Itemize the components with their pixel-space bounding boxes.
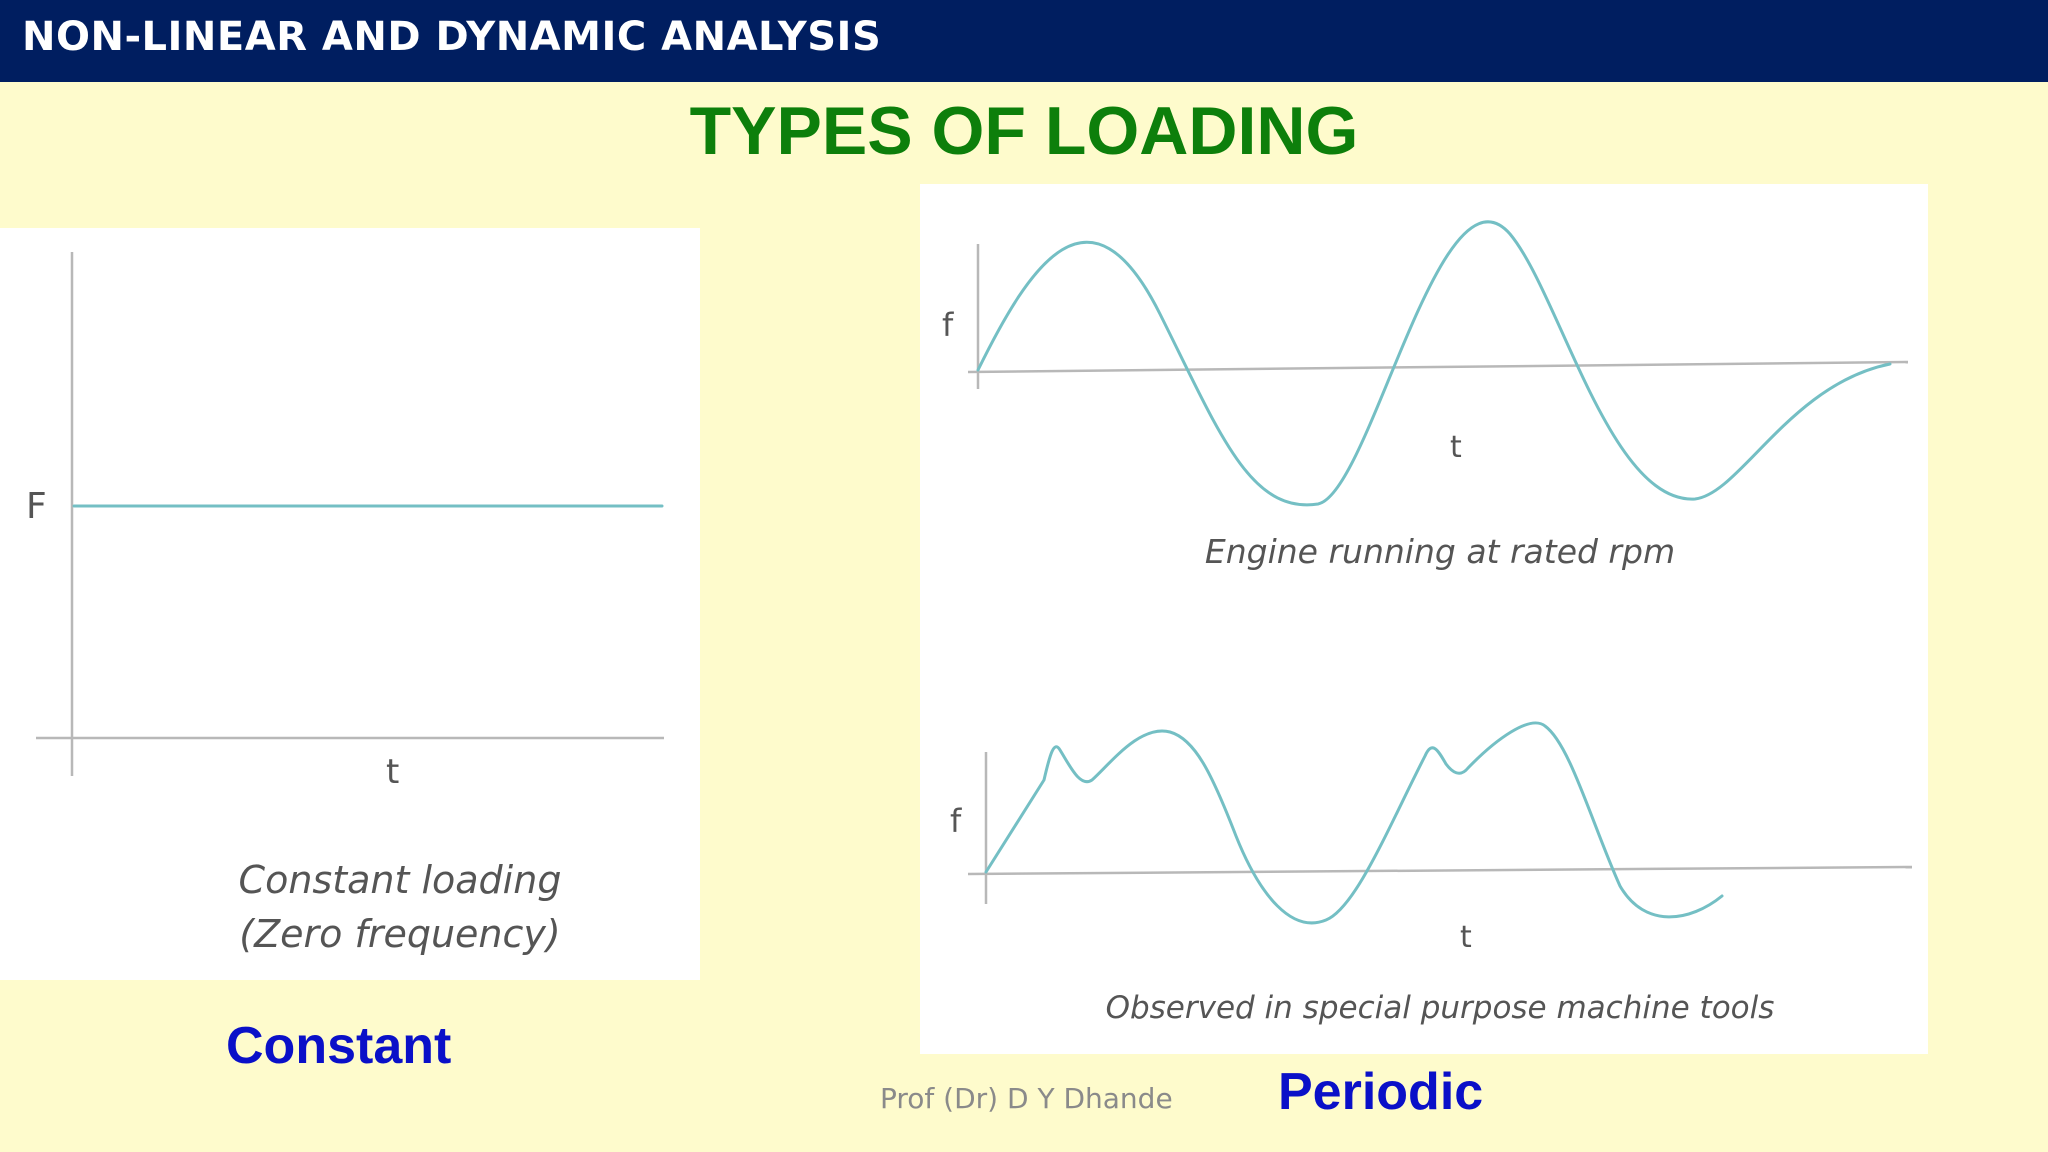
- machine-x-axis: [967, 865, 1913, 876]
- periodic-loading-diagrams: f t Engine running at rated rpm f t Obse…: [920, 184, 1928, 1054]
- engine-sine-curve: [976, 220, 1892, 507]
- machine-tool-caption: Observed in special purpose machine tool…: [1105, 990, 1775, 1026]
- x-axis-label: t: [386, 752, 400, 792]
- constant-loading-diagram: F t Constant loading (Zero frequency): [0, 228, 700, 980]
- footer-author: Prof (Dr) D Y Dhande: [880, 1082, 1173, 1115]
- engine-x-axis: [967, 360, 1909, 374]
- constant-caption-line2: (Zero frequency): [239, 912, 561, 956]
- constant-caption-line1: Constant loading: [238, 858, 562, 902]
- header-bar: NON-LINEAR AND DYNAMIC ANALYSIS: [0, 0, 2048, 82]
- engine-x-axis-label: t: [1450, 430, 1462, 465]
- machine-tool-curve: [984, 721, 1724, 925]
- y-axis-label: F: [26, 486, 47, 527]
- engine-caption: Engine running at rated rpm: [1204, 532, 1676, 571]
- engine-y-axis-label: f: [942, 306, 954, 344]
- constant-label: Constant: [226, 1017, 452, 1075]
- constant-loading-graph: [36, 252, 664, 776]
- periodic-graphs: [967, 220, 1913, 925]
- slide-title: TYPES OF LOADING: [689, 93, 1359, 169]
- header-title: NON-LINEAR AND DYNAMIC ANALYSIS: [22, 14, 882, 60]
- machine-y-axis-label: f: [950, 802, 962, 840]
- periodic-label: Periodic: [1278, 1063, 1484, 1121]
- machine-x-axis-label: t: [1460, 920, 1472, 955]
